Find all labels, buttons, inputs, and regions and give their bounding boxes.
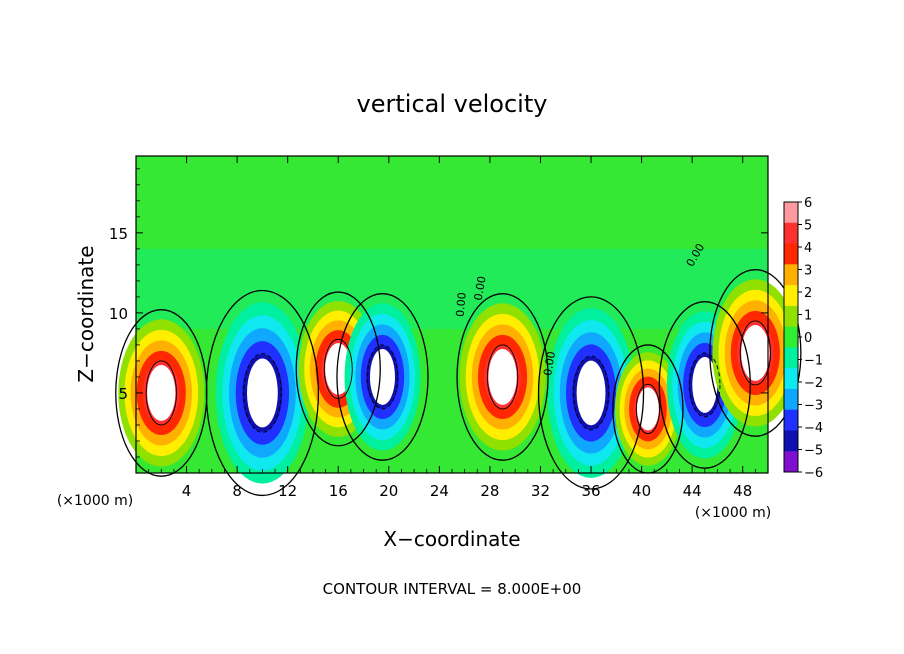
x-units-right: (×1000 m) <box>695 505 771 521</box>
zero-contours <box>115 269 802 497</box>
x-tick-label: 20 <box>379 482 398 500</box>
x-units-left: (×1000 m) <box>57 493 133 509</box>
zero-contour <box>205 289 320 497</box>
colorbar-band <box>784 430 798 452</box>
colorbar-band <box>784 326 798 348</box>
x-tick-label: 44 <box>683 482 702 500</box>
colorbar-band <box>784 388 798 411</box>
contour-interval-note: CONTOUR INTERVAL = 8.000E+00 <box>323 580 582 598</box>
x-tick-label: 28 <box>480 482 499 500</box>
colorbar-tick-label: 3 <box>804 264 812 279</box>
positive-contour <box>486 344 519 410</box>
mid-level-band <box>136 248 768 329</box>
negative-contour <box>366 344 399 410</box>
y-tick-label: 5 <box>118 385 128 403</box>
field-feature-downdraft <box>344 303 421 451</box>
colorbar-tick-label: −1 <box>804 354 823 369</box>
colorbar-band <box>784 451 798 473</box>
y-axis-label: Z−coordinate <box>74 245 98 382</box>
x-tick-label: 24 <box>430 482 449 500</box>
colorbar-tick-label: −3 <box>804 399 823 414</box>
field-feature-updraft <box>614 352 681 466</box>
colorbar-tick-label: 5 <box>804 219 812 234</box>
colorbar-tick-label: 0 <box>804 331 812 346</box>
field-feature-downdraft <box>547 307 635 478</box>
field-core <box>576 360 606 426</box>
positive-contour <box>739 320 771 386</box>
colorbar-band <box>784 243 798 265</box>
field-core <box>637 387 659 431</box>
field-core <box>741 324 770 381</box>
x-tick-label: 16 <box>329 482 348 500</box>
colorbar-tick-label: −5 <box>804 444 823 459</box>
field-core <box>369 348 395 405</box>
x-axis-ticks: 4 8 12 16 20 24 28 32 36 40 44 48 <box>148 156 756 500</box>
field-core <box>246 358 278 428</box>
colorbar-tick-label: 2 <box>804 286 812 301</box>
positive-contour <box>145 360 177 426</box>
x-tick-label: 36 <box>581 482 600 500</box>
colorbar-tick-label: −6 <box>804 466 823 481</box>
y-tick-label: 10 <box>109 305 128 323</box>
field-feature-downdraft <box>215 302 310 484</box>
x-tick-label: 12 <box>278 482 297 500</box>
colorbar-band <box>784 202 798 224</box>
x-axis-label: X−coordinate <box>383 527 520 551</box>
field-feature-updraft <box>459 303 546 451</box>
colorbar-tick-label: 4 <box>804 241 812 256</box>
colorbar: 6 5 4 3 2 1 0 −1 −2 −3 −4 −5 −6 <box>783 196 823 481</box>
colorbar-tick-label: −2 <box>804 376 823 391</box>
zero-contour <box>336 293 429 461</box>
y-axis-ticks: 5 10 15 <box>109 168 768 458</box>
contour-label: 0.00 <box>541 350 558 376</box>
zero-contour <box>295 291 381 447</box>
colorbar-band <box>784 264 798 286</box>
zero-contour <box>658 301 751 469</box>
plot-area: 0.000.000.000.00 4 8 12 16 20 24 28 32 36 40 44 48 … <box>109 155 802 500</box>
colorbar-tick-label: 6 <box>804 196 812 211</box>
colorbar-band <box>784 409 798 431</box>
colorbar-band <box>784 368 798 390</box>
colorbar-band <box>784 305 798 328</box>
contour-label: 0.00 <box>454 292 469 318</box>
negative-contour <box>243 353 282 433</box>
field-core <box>147 364 176 421</box>
zero-contour <box>537 296 645 490</box>
x-tick-label: 40 <box>632 482 651 500</box>
colorbar-tick-label: 1 <box>804 309 812 324</box>
field-feature-updraft <box>118 319 205 467</box>
colorbar-band <box>784 347 798 369</box>
x-tick-label: 32 <box>531 482 550 500</box>
zero-contour <box>456 293 549 461</box>
chart-title: vertical velocity <box>357 90 548 118</box>
x-tick-label: 48 <box>733 482 752 500</box>
field-core <box>488 348 517 405</box>
y-tick-label: 15 <box>109 225 128 243</box>
x-tick-label: 8 <box>232 482 242 500</box>
negative-contour <box>573 355 609 431</box>
positive-contour <box>635 383 661 435</box>
field-feature-updraft <box>712 279 799 427</box>
colorbar-band <box>784 222 798 245</box>
colorbar-tick-label: −4 <box>804 421 823 436</box>
negative-contour <box>689 352 721 418</box>
zero-contour <box>709 269 802 437</box>
x-tick-label: 4 <box>182 482 192 500</box>
colorbar-band <box>784 285 798 307</box>
contour-label: 0.00 <box>472 275 489 301</box>
